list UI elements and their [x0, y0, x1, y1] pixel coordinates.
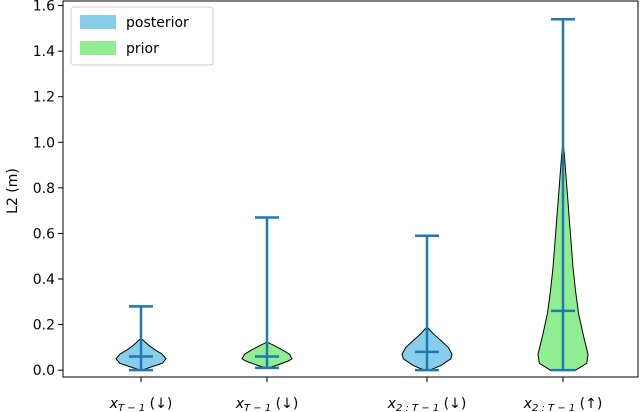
- y-tick-label-4: 0.8: [33, 181, 55, 197]
- y-tick-label-5: 1.0: [33, 135, 55, 151]
- y-axis-label: L2 (m): [5, 168, 21, 214]
- x-tick-label-2: xT − 1 (↓): [235, 396, 299, 412]
- y-tick-label-7: 1.4: [33, 44, 55, 60]
- y-tick-label-8: 1.6: [33, 0, 55, 15]
- legend-label-posterior: posterior: [126, 15, 189, 31]
- y-tick-label-6: 1.2: [33, 90, 55, 106]
- x-tick-label-3: x2 : T − 1 (↓): [387, 396, 467, 412]
- legend: posterior prior: [70, 6, 214, 66]
- x-tick-label-1: xT − 1 (↓): [109, 396, 173, 412]
- x-tick-label-4: x2 : T − 1 (↑): [523, 396, 603, 412]
- x-axis: xT − 1 (↓) xT − 1 (↓) x2 : T − 1 (↓) x2 : T…: [109, 377, 603, 412]
- legend-swatch-prior: [80, 41, 116, 55]
- plot-frame: [62, 0, 639, 378]
- y-tick-label-3: 0.6: [33, 226, 55, 242]
- y-tick-label-0: 0.0: [33, 363, 55, 379]
- y-axis: 0.0 0.2 0.4 0.6 0.8 1.0 1.2 1.4 1.6: [33, 0, 63, 379]
- legend-swatch-posterior: [80, 15, 116, 29]
- legend-label-prior: prior: [126, 41, 159, 57]
- y-tick-label-1: 0.2: [33, 318, 55, 334]
- stats-layer: [129, 17, 575, 372]
- y-tick-label-2: 0.4: [33, 272, 55, 288]
